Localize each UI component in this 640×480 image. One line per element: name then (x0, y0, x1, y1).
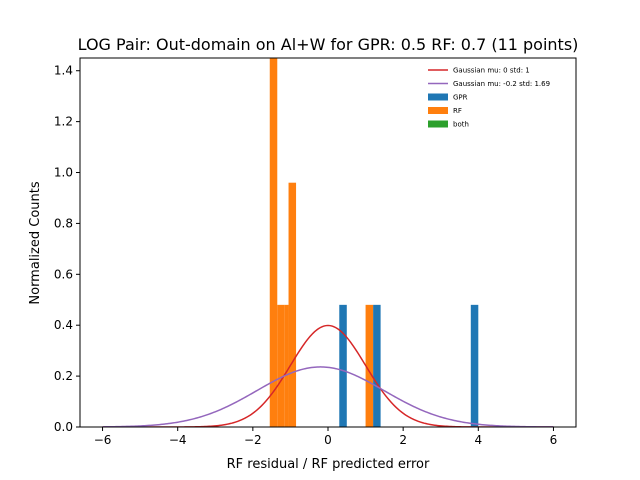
bar-rf (284, 304, 289, 427)
legend-patch-swatch (428, 107, 448, 114)
plot-area (79, 57, 577, 428)
x-tick-label: 4 (474, 433, 482, 447)
y-tick-label: 0.0 (54, 420, 73, 434)
gaussian-curve-1 (102, 324, 554, 427)
y-tick-label: 0.4 (54, 318, 73, 332)
x-tick-label: −4 (169, 433, 187, 447)
bar-rf (269, 58, 278, 427)
x-tick-label: 2 (399, 433, 407, 447)
legend-entry-label: both (453, 121, 469, 129)
bar-gpr (339, 304, 347, 427)
legend-patch-swatch (428, 93, 448, 101)
plot-content (102, 58, 554, 427)
y-tick-label: 1.2 (54, 115, 73, 129)
y-tick-label: 0.2 (54, 369, 73, 383)
x-axis-ticks: −6 −4 −2 0 2 4 6 (94, 427, 558, 447)
bar-gpr (373, 304, 381, 427)
axes-frame (79, 57, 577, 428)
x-tick-label: −6 (94, 433, 112, 447)
y-tick-label: 0.6 (54, 267, 73, 281)
bar-gpr (470, 304, 479, 427)
legend: Gaussian mu: 0 std: 1 Gaussian mu: -0.2 s… (428, 67, 550, 129)
x-tick-label: 0 (324, 433, 332, 447)
bar-rf (288, 182, 297, 427)
x-axis-label: RF residual / RF predicted error (227, 457, 430, 472)
chart-title: LOG Pair: Out-domain on Al+W for GPR: 0.… (78, 35, 579, 54)
legend-entry-label: Gaussian mu: -0.2 std: 1.69 (453, 80, 550, 88)
legend-entry-label: GPR (453, 94, 468, 102)
bar-rf (365, 304, 374, 427)
y-axis-ticks: 0.0 0.2 0.4 0.6 0.8 1.0 1.2 1.4 (54, 64, 80, 434)
y-axis-label: Normalized Counts (28, 181, 43, 304)
y-tick-label: 1.0 (54, 166, 73, 180)
y-tick-label: 1.4 (54, 64, 73, 78)
x-tick-label: −2 (244, 433, 262, 447)
legend-entry-label: RF (453, 107, 462, 115)
y-tick-label: 0.8 (54, 216, 73, 230)
legend-entry-label: Gaussian mu: 0 std: 1 (453, 67, 530, 75)
x-tick-label: 6 (550, 433, 558, 447)
gaussian-curve-2 (102, 366, 554, 427)
legend-patch-swatch (428, 120, 448, 128)
bar-rf (277, 304, 285, 427)
